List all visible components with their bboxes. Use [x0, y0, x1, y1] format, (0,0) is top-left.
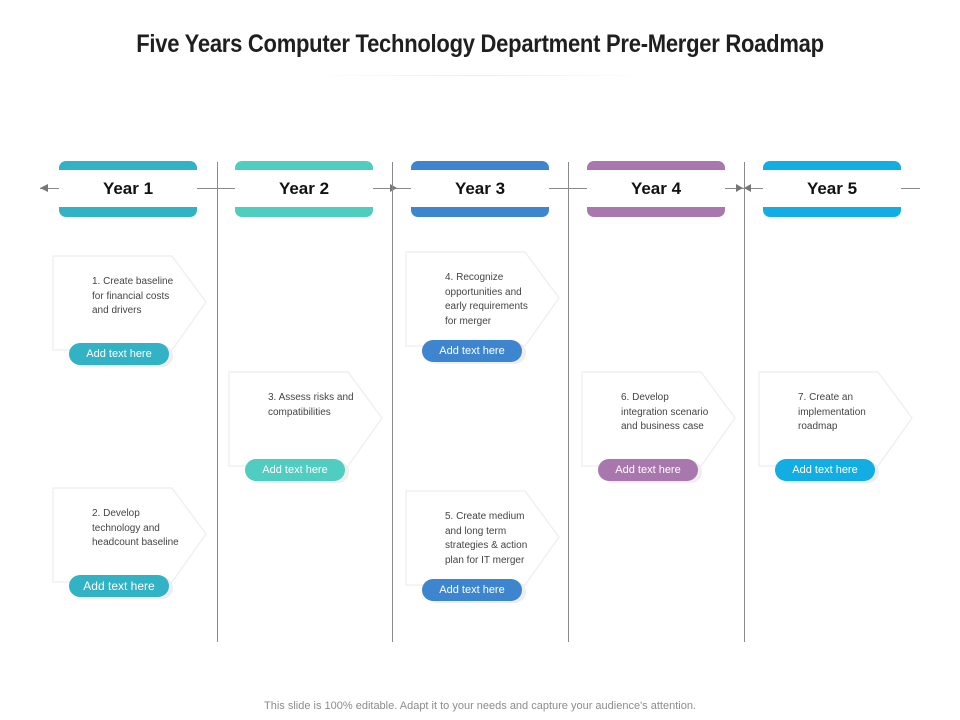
card-shape — [581, 371, 736, 467]
milestone-text: 4. Recognize opportunities and early req… — [445, 272, 528, 327]
year-5-header: Year 5 — [763, 161, 901, 217]
card-shape — [405, 251, 560, 347]
year-label: Year 4 — [587, 170, 725, 207]
milestone-text: 5. Create medium and long term strategie… — [445, 511, 528, 566]
milestone-card: 6. Develop integration scenario and busi… — [581, 371, 736, 467]
add-text-button[interactable]: Add text here — [422, 579, 522, 601]
milestone-text: 7. Create an implementation roadmap — [798, 392, 866, 432]
milestone-text: 2. Develop technology and headcount base… — [92, 508, 179, 548]
card-shape — [52, 255, 207, 351]
year-2-header: Year 2 — [235, 161, 373, 217]
year-1-header: Year 1 — [59, 161, 197, 217]
year-label: Year 5 — [763, 170, 901, 207]
timeline-arrow-left-icon — [744, 184, 751, 192]
column-divider — [568, 162, 569, 642]
card-shape — [52, 487, 207, 583]
title-divider — [310, 75, 650, 76]
milestone-card: 3. Assess risks and compatibilities — [228, 371, 383, 467]
year-4-header: Year 4 — [587, 161, 725, 217]
card-shape — [758, 371, 913, 467]
add-text-button[interactable]: Add text here — [69, 343, 169, 365]
card-shape — [228, 371, 383, 467]
milestone-text: 3. Assess risks and compatibilities — [268, 392, 354, 418]
year-label: Year 2 — [235, 170, 373, 207]
timeline-arrow-right-icon — [390, 184, 397, 192]
milestone-text: 1. Create baseline for financial costs a… — [92, 276, 174, 316]
milestone-card: 2. Develop technology and headcount base… — [52, 487, 207, 583]
milestone-card: 1. Create baseline for financial costs a… — [52, 255, 207, 351]
milestone-card: 4. Recognize opportunities and early req… — [405, 251, 560, 347]
timeline-arrow-left-icon — [40, 184, 48, 192]
milestone-card: 7. Create an implementation roadmap — [758, 371, 913, 467]
slide-title: Five Years Computer Technology Departmen… — [136, 30, 824, 58]
column-divider — [217, 162, 218, 642]
add-text-button[interactable]: Add text here — [422, 340, 522, 362]
column-divider — [392, 162, 393, 642]
year-label: Year 3 — [411, 170, 549, 207]
milestone-card: 5. Create medium and long term strategie… — [405, 490, 560, 586]
footer-note: This slide is 100% editable. Adapt it to… — [264, 700, 696, 712]
add-text-button[interactable]: Add text here — [775, 459, 875, 481]
year-3-header: Year 3 — [411, 161, 549, 217]
timeline-arrow-right-icon — [736, 184, 743, 192]
add-text-button[interactable]: Add text here — [245, 459, 345, 481]
column-divider — [744, 162, 745, 642]
card-shape — [405, 490, 560, 586]
milestone-text: 6. Develop integration scenario and busi… — [621, 392, 709, 432]
year-label: Year 1 — [59, 170, 197, 207]
add-text-button[interactable]: Add text here — [598, 459, 698, 481]
add-text-button[interactable]: Add text here — [69, 575, 169, 597]
